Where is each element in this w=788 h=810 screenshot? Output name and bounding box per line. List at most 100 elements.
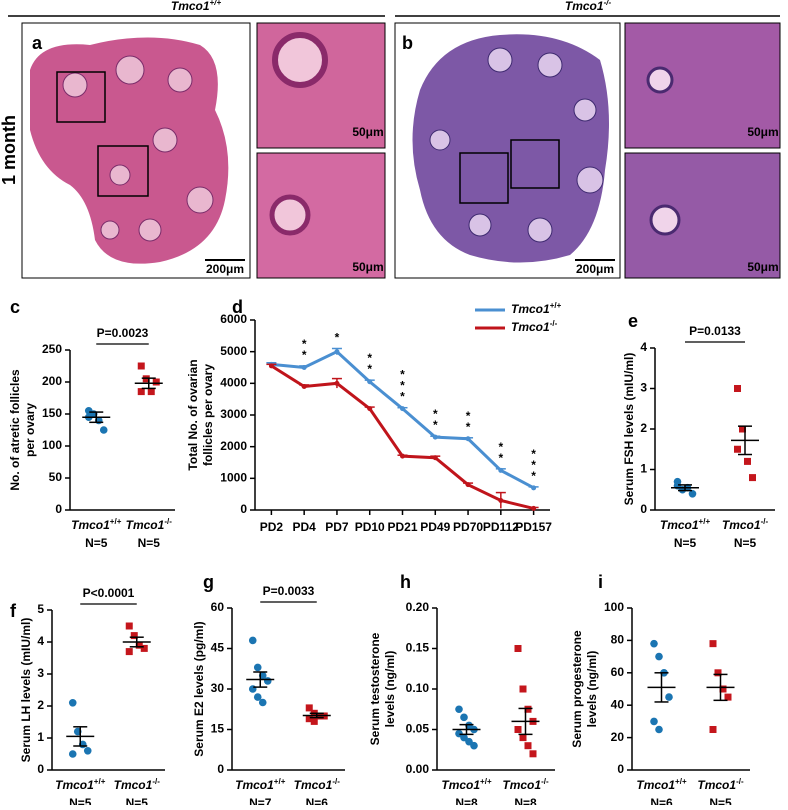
- point: [263, 677, 272, 685]
- y-tick-label: 100: [604, 600, 624, 614]
- x-tick-label: Tmco1-/-: [722, 517, 769, 533]
- point: [125, 622, 133, 630]
- point: [432, 455, 438, 461]
- significance: * *: [498, 440, 503, 465]
- point: [135, 641, 143, 649]
- x-tick-label: PD112: [483, 520, 519, 534]
- panel-label: e: [628, 311, 638, 331]
- point: [248, 685, 257, 693]
- point: [714, 669, 722, 677]
- y-tick-label: 4: [640, 340, 647, 354]
- y-tick-label: 2: [37, 698, 44, 712]
- point: [268, 363, 274, 369]
- follicles: [429, 47, 604, 243]
- legend-label: Tmco1-/-: [511, 319, 558, 335]
- y-tick-label: 0: [640, 502, 647, 516]
- y-tick-label: 4000: [220, 376, 247, 390]
- n-label: N=5: [709, 796, 732, 805]
- panel-label: g: [203, 572, 214, 592]
- y-tick-label: 45: [211, 641, 225, 655]
- follicle: [646, 66, 674, 94]
- x-tick-label: Tmco1+/+: [71, 517, 122, 533]
- point: [147, 388, 155, 396]
- n-label: N=5: [734, 536, 757, 550]
- scale-label: 50μm: [352, 260, 383, 274]
- point: [744, 457, 751, 465]
- y-tick-label: 4: [37, 634, 44, 648]
- y-tick-label: 200: [42, 374, 62, 388]
- y-tick-label: 20: [611, 730, 625, 744]
- point: [465, 482, 471, 488]
- y-tick-label: 3: [640, 381, 647, 395]
- y-tick-label: 1000: [220, 471, 247, 485]
- y-tick-label: 60: [211, 600, 225, 614]
- x-tick-label: Tmco1+/+: [441, 777, 492, 793]
- point: [248, 636, 257, 645]
- y-tick-label: 15: [211, 722, 225, 736]
- point: [301, 365, 307, 370]
- n-label: N=5: [69, 796, 92, 805]
- point: [519, 685, 527, 693]
- y-tick-label: 100: [42, 438, 62, 452]
- y-axis-label: Serum testosterone: [368, 632, 382, 745]
- point: [688, 490, 697, 498]
- point: [310, 717, 318, 725]
- point: [514, 726, 522, 733]
- y-axis-label: follicles per ovary: [201, 364, 215, 466]
- point: [524, 742, 532, 750]
- y-tick-label: 5000: [220, 344, 247, 358]
- point: [99, 426, 108, 434]
- point: [305, 715, 313, 723]
- panel-label: b: [402, 33, 413, 53]
- point: [655, 725, 663, 734]
- y-tick-label: 40: [611, 697, 625, 711]
- n-label: N=5: [674, 536, 697, 550]
- y-tick-label: 6000: [220, 312, 247, 326]
- point: [152, 378, 160, 386]
- zoom-box: [56, 71, 106, 123]
- genotype-header: Tmco1-/-: [565, 0, 612, 13]
- x-tick-label: PD10: [355, 520, 385, 534]
- point: [400, 406, 405, 412]
- point: [137, 362, 145, 370]
- y-tick-label: 2000: [220, 439, 247, 453]
- x-tick-label: Tmco1+/+: [660, 517, 711, 533]
- row-label: 1 month: [0, 115, 19, 185]
- y-axis-label: levels (ng/ml): [383, 651, 397, 728]
- y-tick-label: 250: [42, 342, 62, 356]
- point: [465, 436, 471, 442]
- p-value: P=0.0133: [689, 324, 741, 338]
- scale-label: 50μm: [747, 260, 778, 274]
- point: [140, 644, 148, 652]
- y-tick-label: 0.05: [406, 722, 430, 736]
- point: [709, 726, 717, 733]
- significance: * *: [433, 407, 438, 432]
- point: [650, 639, 658, 648]
- point: [460, 713, 468, 722]
- y-axis-label: Total No. of ovarian: [186, 359, 200, 470]
- scale-label: 200μm: [206, 262, 244, 276]
- x-tick-label: PD49: [420, 520, 450, 534]
- point: [655, 652, 663, 661]
- point: [253, 693, 262, 701]
- zoom-box: [97, 145, 149, 197]
- y-tick-label: 0: [240, 502, 247, 516]
- n-label: N=6: [650, 796, 673, 805]
- point: [68, 699, 77, 707]
- y-axis-label: Serum LH levels (mIU/ml): [19, 618, 33, 763]
- n-label: N=5: [138, 536, 161, 550]
- point: [258, 698, 267, 707]
- x-tick-label: Tmco1+/+: [636, 777, 687, 793]
- point: [130, 632, 138, 640]
- significance: * *: [367, 351, 372, 376]
- point: [367, 379, 373, 385]
- y-tick-label: 0.10: [406, 681, 430, 695]
- point: [529, 750, 537, 758]
- y-tick-label: 2: [640, 421, 647, 435]
- n-label: N=7: [249, 796, 272, 805]
- point: [531, 485, 537, 491]
- x-tick-label: PD21: [387, 520, 417, 534]
- point: [334, 349, 340, 355]
- panel-label: c: [10, 297, 20, 317]
- point: [749, 474, 756, 482]
